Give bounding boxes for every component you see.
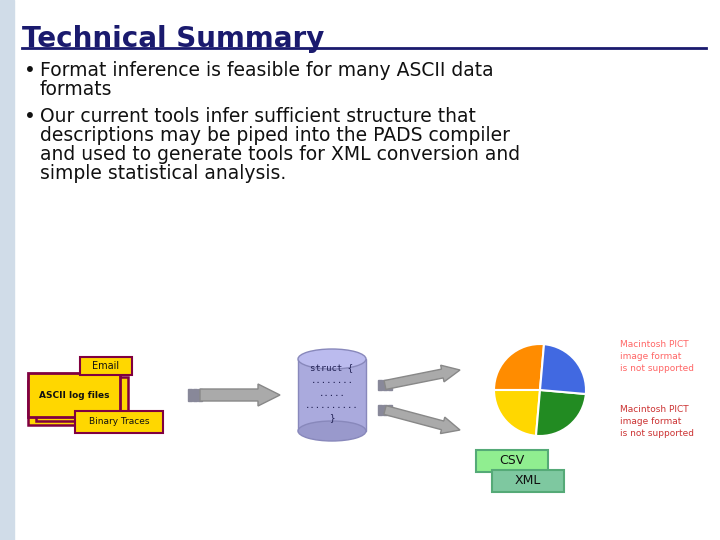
- FancyBboxPatch shape: [75, 411, 163, 433]
- Bar: [388, 405, 392, 415]
- FancyBboxPatch shape: [492, 470, 564, 492]
- Bar: [383, 380, 387, 390]
- FancyBboxPatch shape: [476, 450, 548, 472]
- FancyArrow shape: [200, 384, 280, 406]
- FancyBboxPatch shape: [28, 373, 120, 417]
- Bar: [198, 389, 202, 401]
- Text: formats: formats: [40, 80, 112, 99]
- Wedge shape: [536, 390, 586, 436]
- Bar: [188, 389, 192, 401]
- Text: Binary Traces: Binary Traces: [89, 417, 149, 427]
- Text: ASCII log files: ASCII log files: [39, 390, 109, 400]
- Text: Macintosh PICT
image format
is not supported: Macintosh PICT image format is not suppo…: [620, 340, 694, 373]
- Text: •: •: [24, 107, 36, 126]
- FancyBboxPatch shape: [36, 377, 128, 421]
- Bar: [388, 380, 392, 390]
- Text: XML: XML: [515, 475, 541, 488]
- FancyArrow shape: [384, 365, 460, 389]
- Bar: [378, 405, 382, 415]
- Text: •: •: [24, 61, 36, 80]
- Text: Macintosh PICT
image format
is not supported: Macintosh PICT image format is not suppo…: [620, 405, 694, 437]
- Text: descriptions may be piped into the PADS compiler: descriptions may be piped into the PADS …: [40, 126, 510, 145]
- Bar: [383, 405, 387, 415]
- Text: Email: Email: [92, 361, 120, 371]
- Text: struct {
........
.....
..........
}: struct { ........ ..... .......... }: [305, 363, 359, 422]
- Text: Format inference is feasible for many ASCII data: Format inference is feasible for many AS…: [40, 61, 494, 80]
- Bar: [378, 380, 382, 390]
- FancyBboxPatch shape: [298, 359, 366, 431]
- Wedge shape: [494, 344, 544, 390]
- Text: CSV: CSV: [500, 455, 525, 468]
- Text: Our current tools infer sufficient structure that: Our current tools infer sufficient struc…: [40, 107, 476, 126]
- Ellipse shape: [298, 349, 366, 369]
- Bar: [0, 0, 14, 540]
- FancyArrow shape: [384, 406, 460, 434]
- Ellipse shape: [298, 421, 366, 441]
- Text: Technical Summary: Technical Summary: [22, 25, 325, 53]
- FancyBboxPatch shape: [28, 381, 120, 425]
- Text: and used to generate tools for XML conversion and: and used to generate tools for XML conve…: [40, 145, 520, 164]
- Bar: [193, 389, 197, 401]
- Text: simple statistical analysis.: simple statistical analysis.: [40, 164, 287, 183]
- Wedge shape: [540, 344, 586, 394]
- FancyBboxPatch shape: [80, 357, 132, 375]
- Wedge shape: [494, 390, 540, 436]
